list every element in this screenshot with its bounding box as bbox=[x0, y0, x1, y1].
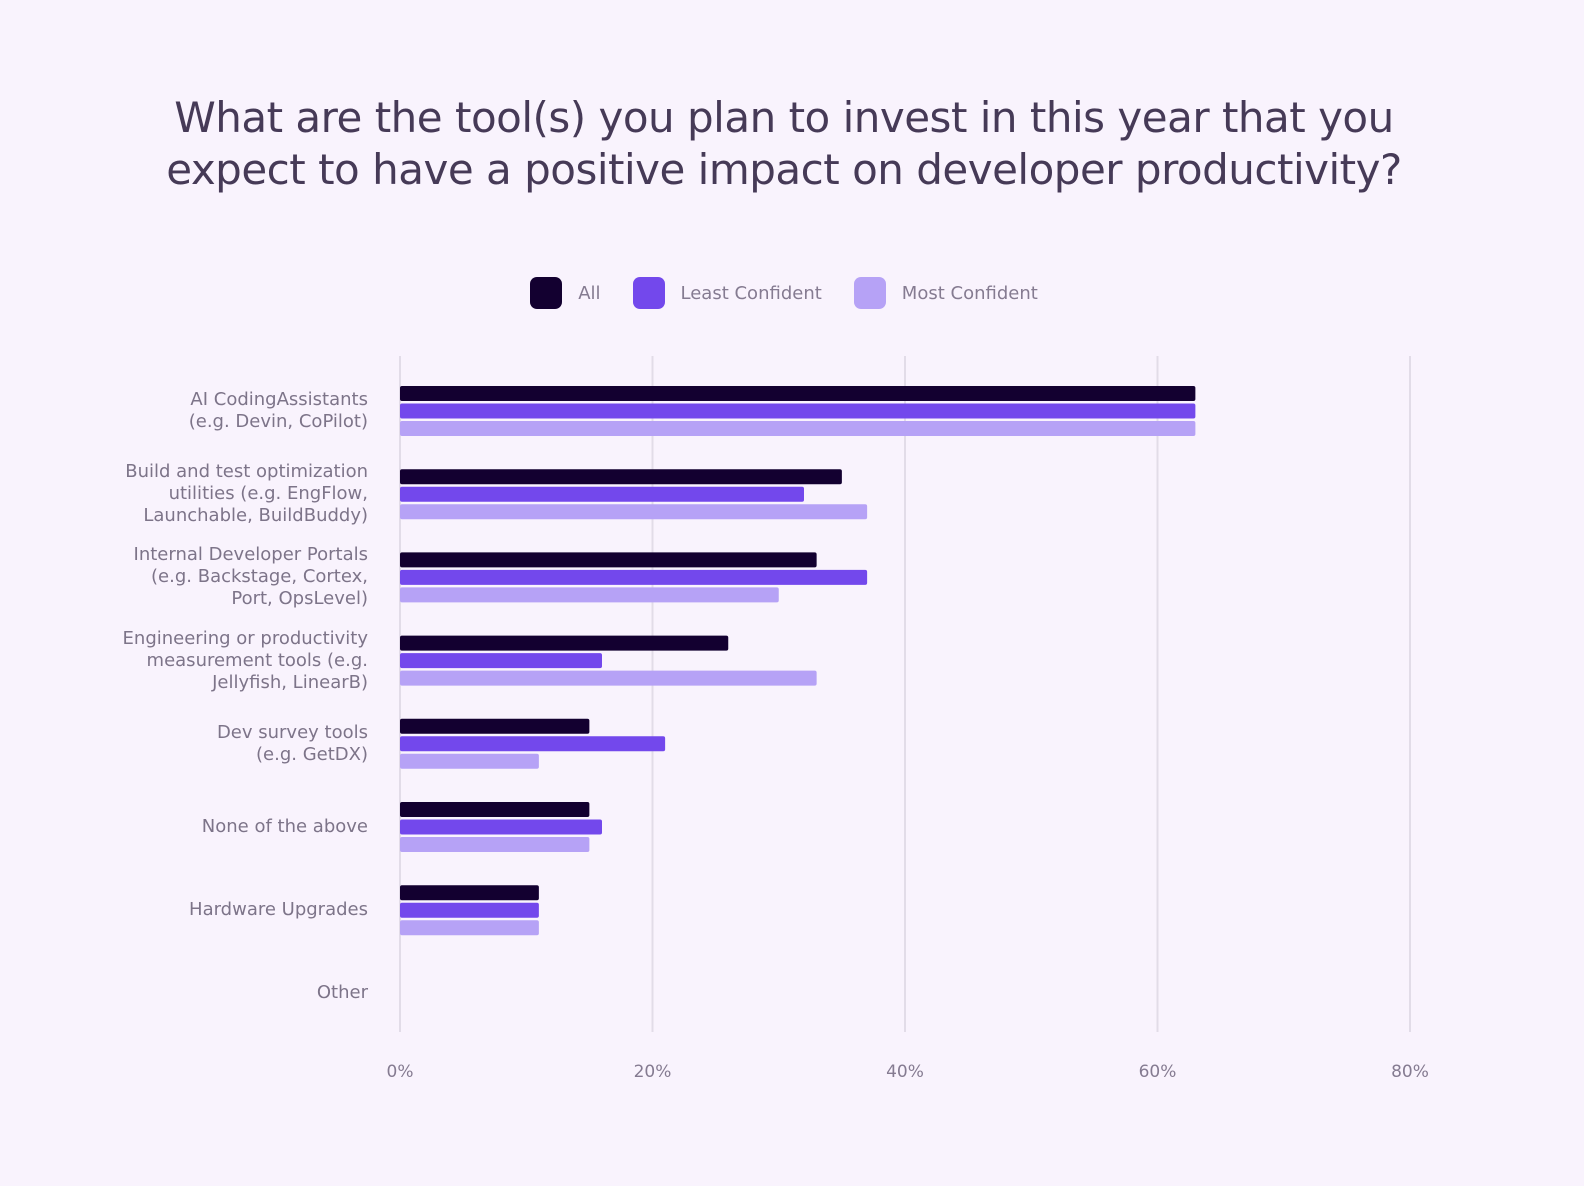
category-label: Internal Developer Portals (e.g. Backsta… bbox=[133, 544, 368, 610]
legend-swatch-least-confident bbox=[632, 277, 665, 309]
x-tick-label: 80% bbox=[1391, 1062, 1429, 1082]
bar-all-1[interactable] bbox=[400, 469, 842, 485]
category-label: Hardware Upgrades bbox=[189, 899, 368, 921]
bar-least-confident-1[interactable] bbox=[400, 486, 804, 502]
plot-area bbox=[399, 356, 1411, 1032]
legend-item-most-confident[interactable]: Most Confident bbox=[853, 277, 1038, 309]
bar-most-confident-4[interactable] bbox=[400, 753, 539, 769]
x-tick-label: 20% bbox=[633, 1062, 672, 1082]
bar-most-confident-6[interactable] bbox=[400, 920, 539, 936]
bar-all-5[interactable] bbox=[400, 802, 590, 817]
category-label: Build and test optimization utilities (e… bbox=[125, 461, 368, 527]
bar-all-3[interactable] bbox=[400, 635, 729, 651]
legend-label-least-confident: Least Confident bbox=[680, 282, 822, 304]
legend-swatch-all bbox=[530, 277, 563, 309]
bar-least-confident-5[interactable] bbox=[400, 819, 602, 835]
x-tick-label: 40% bbox=[886, 1062, 924, 1082]
legend-item-least-confident[interactable]: Least Confident bbox=[632, 277, 822, 309]
category-label: Other bbox=[316, 982, 368, 1004]
bar-most-confident-2[interactable] bbox=[400, 587, 779, 603]
legend-label-all: All bbox=[578, 282, 601, 304]
chart-title-line-1: What are the tool(s) you plan to invest … bbox=[174, 93, 1394, 142]
bar-least-confident-6[interactable] bbox=[400, 902, 539, 918]
bar-most-confident-3[interactable] bbox=[400, 670, 817, 686]
category-label: Dev survey tools (e.g. GetDX) bbox=[216, 721, 368, 765]
bar-all-0[interactable] bbox=[400, 386, 1196, 401]
bar-most-confident-0[interactable] bbox=[400, 421, 1196, 436]
category-label: AI CodingAssistants (e.g. Devin, CoPilot… bbox=[188, 389, 368, 432]
bar-most-confident-1[interactable] bbox=[400, 504, 868, 520]
x-tick-label: 60% bbox=[1138, 1062, 1177, 1082]
bar-all-6[interactable] bbox=[400, 885, 539, 901]
legend: All Least Confident Most Confident bbox=[0, 277, 1568, 309]
chart-title-line-2: expect to have a positive impact on deve… bbox=[166, 145, 1402, 194]
bar-all-4[interactable] bbox=[400, 718, 590, 734]
category-label: Engineering or productivity measurement … bbox=[122, 627, 368, 693]
legend-label-most-confident: Most Confident bbox=[901, 282, 1038, 304]
bar-least-confident-4[interactable] bbox=[400, 736, 666, 752]
bar-least-confident-2[interactable] bbox=[400, 569, 868, 585]
bar-least-confident-3[interactable] bbox=[400, 653, 602, 669]
chart-card: What are the tool(s) you plan to invest … bbox=[0, 92, 1568, 1082]
legend-item-all[interactable]: All bbox=[530, 277, 601, 309]
legend-swatch-most-confident bbox=[853, 277, 886, 309]
chart-title: What are the tool(s) you plan to invest … bbox=[0, 92, 1568, 196]
category-label: None of the above bbox=[201, 816, 368, 837]
bar-all-2[interactable] bbox=[400, 552, 817, 568]
bar-least-confident-0[interactable] bbox=[400, 403, 1196, 419]
bar-most-confident-5[interactable] bbox=[400, 837, 590, 852]
x-tick-label: 0% bbox=[386, 1062, 414, 1082]
